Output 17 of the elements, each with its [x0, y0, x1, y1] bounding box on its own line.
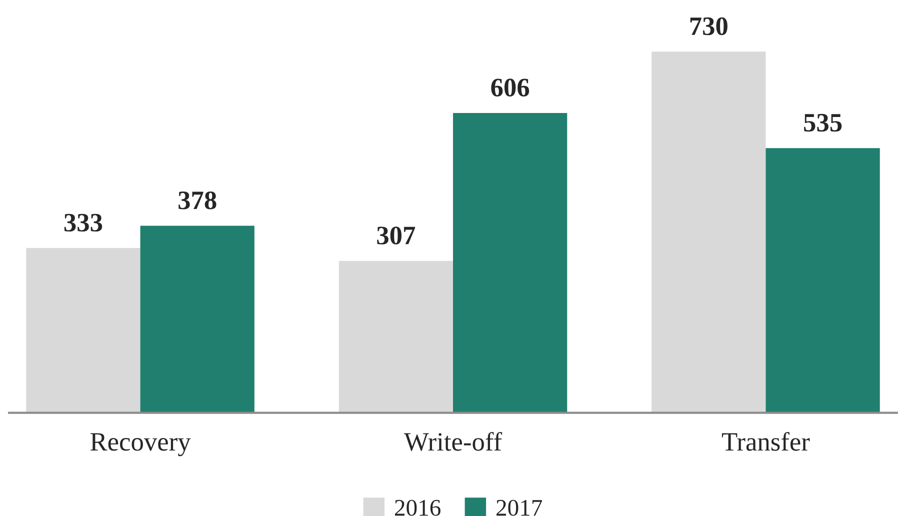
- data-label: 307: [377, 226, 416, 244]
- data-label: 606: [491, 78, 530, 96]
- legend-label: 2017: [496, 500, 542, 516]
- bar: [766, 148, 880, 413]
- data-label: 535: [804, 114, 842, 132]
- x-tick-label: Recovery: [90, 433, 191, 456]
- legend-label: 2016: [395, 500, 440, 516]
- x-tick-label: Write-off: [404, 432, 502, 451]
- data-label: 730: [690, 17, 728, 36]
- data-label: 378: [178, 191, 216, 210]
- bar: [140, 226, 254, 413]
- bar: [652, 52, 766, 413]
- data-label: 333: [64, 214, 102, 232]
- bar: [26, 248, 140, 413]
- x-tick-label: Transfer: [722, 432, 810, 451]
- bar: [453, 112, 568, 413]
- bar: [338, 260, 453, 413]
